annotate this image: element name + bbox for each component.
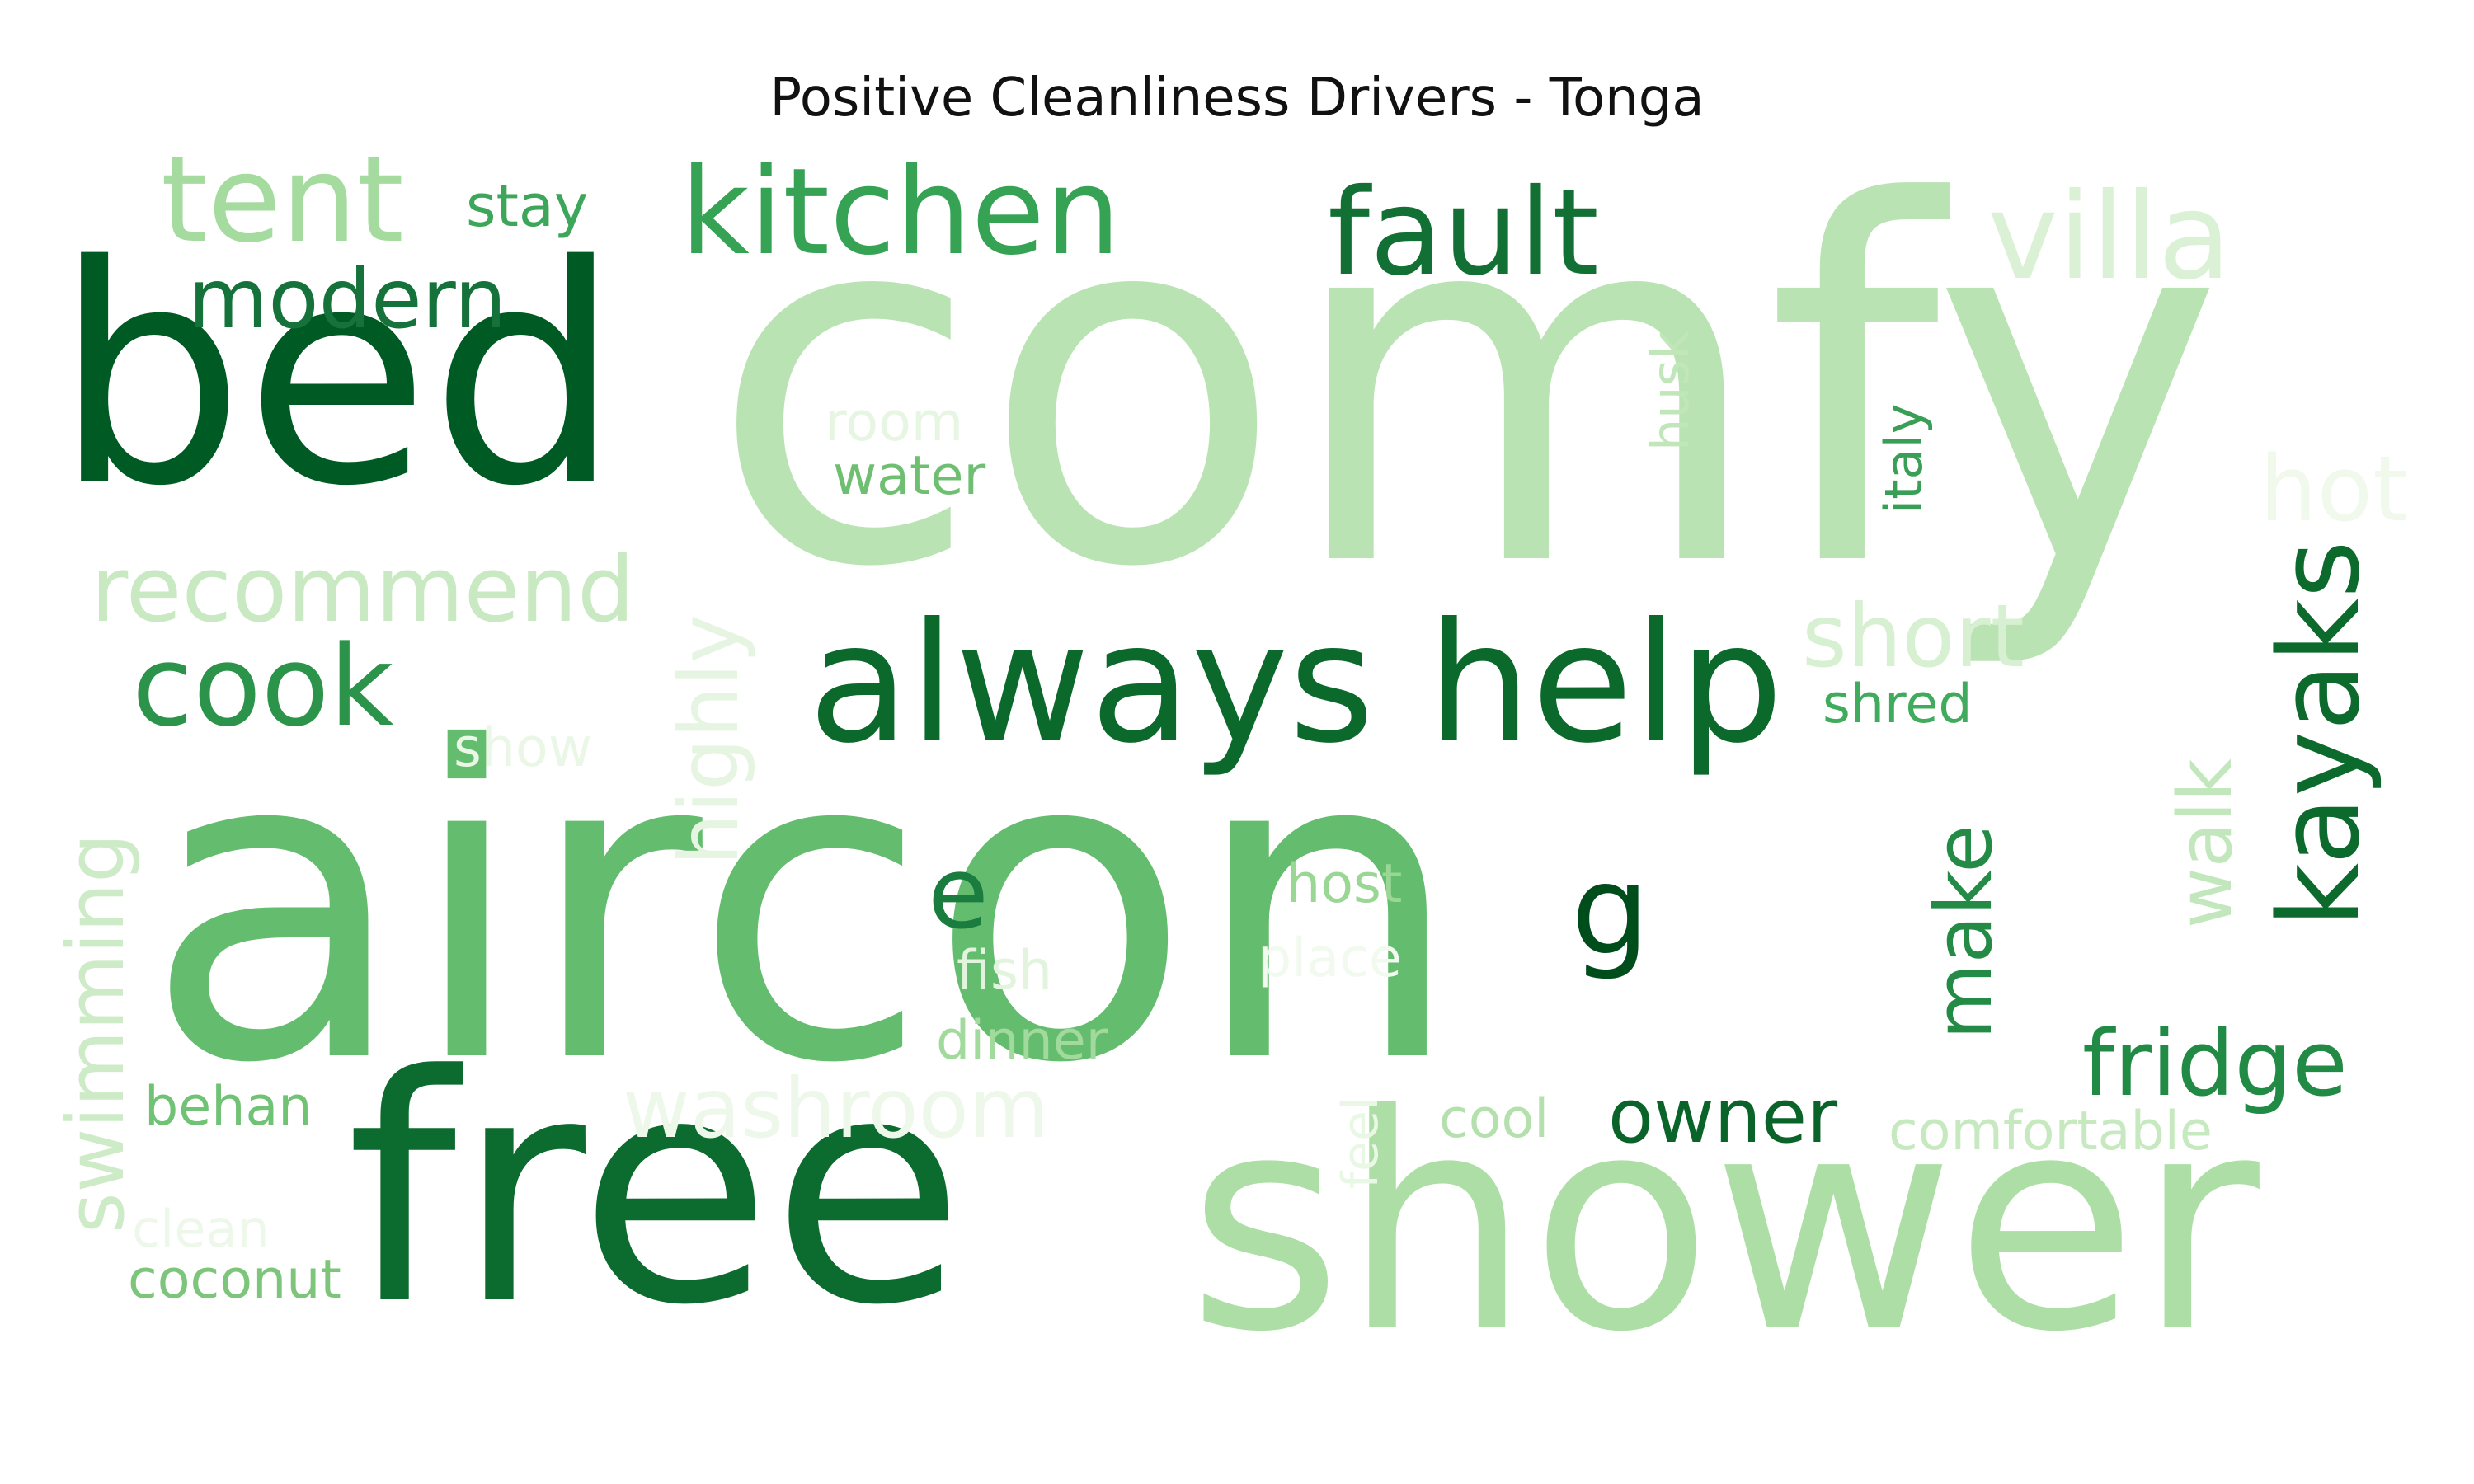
word-fridge: fridge [2082, 1011, 2348, 1116]
word-kayaks: kayaks [2255, 540, 2384, 928]
word-fault: fault [1328, 163, 1599, 303]
word-italy: italy [1874, 404, 1934, 514]
word-hot: hot [2260, 436, 2409, 542]
word-feel: feel [1332, 1097, 1390, 1189]
word-shred: shred [1823, 674, 1973, 735]
word-cool: cool [1439, 1088, 1550, 1150]
word-cook: cook [132, 622, 394, 751]
word-room: room [825, 392, 964, 453]
word-coconut: coconut [128, 1249, 341, 1311]
word-make: make [1919, 824, 2010, 1040]
word-show: show [454, 717, 592, 779]
word-fish: fish [957, 940, 1053, 1002]
word-free: free [346, 1008, 965, 1374]
word-place: place [1258, 928, 1402, 989]
word-behan: behan [144, 1076, 313, 1138]
word-dinner: dinner [936, 1010, 1108, 1072]
word-clean: clean [132, 1199, 270, 1259]
word-swimming: swimming [51, 833, 142, 1233]
word-villa: villa [1987, 167, 2232, 307]
word-tent: tent [161, 130, 404, 270]
word-g: g [1571, 839, 1650, 983]
word-always-help: always help [808, 588, 1784, 780]
word-water: water [833, 445, 986, 507]
word-highly: highly [661, 614, 757, 866]
word-aircon: aircon [144, 657, 1464, 1157]
word-husk: husk [1640, 330, 1700, 451]
word-comfy: comfy [709, 99, 2225, 675]
chart-title: Positive Cleanliness Drivers - Tonga [769, 68, 1705, 129]
word-modern: modern [188, 251, 507, 347]
word-comfortable: comfortable [1888, 1101, 2213, 1162]
word-short: short [1802, 586, 2025, 687]
word-washroom: washroom [623, 1060, 1050, 1157]
word-bed: bed [54, 202, 621, 552]
word-e: e [928, 837, 989, 951]
word-shower: shower [1188, 1051, 2260, 1397]
word-kitchen: kitchen [680, 143, 1121, 282]
word-recommend: recommend [91, 537, 635, 642]
word-stay: stay [466, 172, 589, 240]
word-owner: owner [1608, 1073, 1838, 1160]
word-walk: walk [2162, 758, 2249, 928]
word-host: host [1286, 853, 1403, 915]
